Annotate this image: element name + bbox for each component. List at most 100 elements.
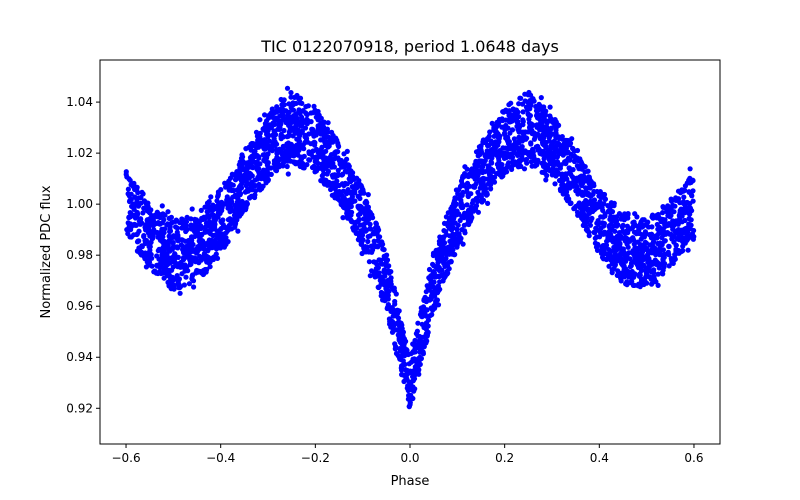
data-point [459, 192, 465, 198]
data-point [664, 209, 670, 215]
data-point [226, 225, 232, 231]
data-point [456, 231, 462, 237]
data-point [317, 122, 324, 128]
data-point [506, 112, 512, 118]
data-point [424, 333, 430, 339]
data-point [636, 227, 642, 233]
data-point [465, 221, 471, 227]
data-point [366, 249, 372, 255]
data-point [609, 209, 616, 215]
data-point [410, 395, 416, 402]
data-point [157, 232, 164, 239]
data-point [410, 378, 416, 384]
data-point [322, 142, 329, 148]
data-point [364, 244, 370, 250]
data-point [309, 126, 315, 132]
data-point [454, 238, 460, 244]
data-point [618, 260, 624, 266]
data-point [457, 217, 463, 224]
data-point [345, 187, 351, 193]
data-point [602, 195, 608, 202]
data-point [167, 228, 174, 234]
data-point [613, 244, 620, 250]
data-point [599, 254, 606, 260]
data-point [174, 218, 180, 224]
data-point [285, 148, 291, 154]
data-point [262, 146, 268, 152]
data-point [673, 242, 679, 248]
data-point [559, 182, 565, 188]
data-point [252, 148, 258, 154]
data-point [447, 233, 453, 239]
data-point [622, 230, 628, 236]
data-point [595, 241, 601, 247]
data-point [686, 221, 692, 227]
data-point [328, 152, 334, 158]
data-point [486, 133, 492, 139]
y-tick-label: 0.96 [66, 299, 93, 313]
data-point [669, 236, 675, 242]
data-point [340, 197, 346, 203]
data-point [479, 165, 485, 171]
data-point [416, 367, 422, 373]
data-point [131, 222, 137, 228]
data-point [332, 156, 338, 162]
data-point [376, 270, 382, 276]
data-point [322, 132, 328, 139]
data-point [498, 162, 504, 168]
data-point [199, 238, 206, 244]
x-axis: −0.6 −0.4 −0.2 0.0 0.2 0.4 0.6 [111, 444, 704, 465]
data-point [591, 207, 598, 213]
data-point [208, 194, 214, 200]
data-point [394, 310, 401, 317]
data-point [355, 237, 361, 243]
data-point [402, 377, 408, 383]
data-point [239, 178, 245, 184]
data-point [244, 165, 250, 172]
data-point [342, 180, 348, 186]
data-point [453, 211, 459, 217]
data-point [348, 168, 354, 174]
data-point [253, 188, 259, 194]
data-point [637, 271, 643, 277]
data-point [648, 276, 654, 282]
data-point [149, 255, 155, 261]
data-point [591, 188, 597, 195]
data-point [608, 200, 615, 206]
data-point [620, 246, 627, 252]
data-point [481, 184, 487, 190]
data-point [142, 240, 148, 247]
data-point [543, 145, 549, 151]
data-point [510, 162, 516, 168]
data-point [449, 204, 455, 210]
data-point [564, 182, 570, 188]
data-point [430, 269, 437, 275]
data-point [329, 183, 335, 189]
data-point [383, 286, 389, 292]
data-point [278, 131, 284, 137]
data-point [503, 135, 509, 141]
data-point [261, 157, 267, 163]
data-point [659, 270, 665, 276]
data-point [420, 351, 426, 357]
data-point [487, 129, 493, 135]
data-point [601, 201, 607, 207]
data-point [415, 320, 421, 326]
data-point [449, 251, 455, 257]
data-point [656, 231, 662, 237]
data-point [304, 112, 310, 118]
y-tick-label: 0.92 [66, 401, 93, 415]
data-point [201, 246, 207, 252]
data-point [258, 172, 264, 178]
data-point [660, 210, 666, 216]
data-point [218, 187, 224, 193]
data-point [363, 198, 369, 204]
data-point [403, 351, 409, 357]
data-point [359, 250, 365, 257]
data-point [557, 186, 564, 192]
data-point [271, 158, 277, 164]
data-point [396, 335, 402, 341]
x-tick-label: 0.0 [400, 451, 419, 465]
data-point [248, 186, 254, 192]
data-point [238, 211, 244, 217]
